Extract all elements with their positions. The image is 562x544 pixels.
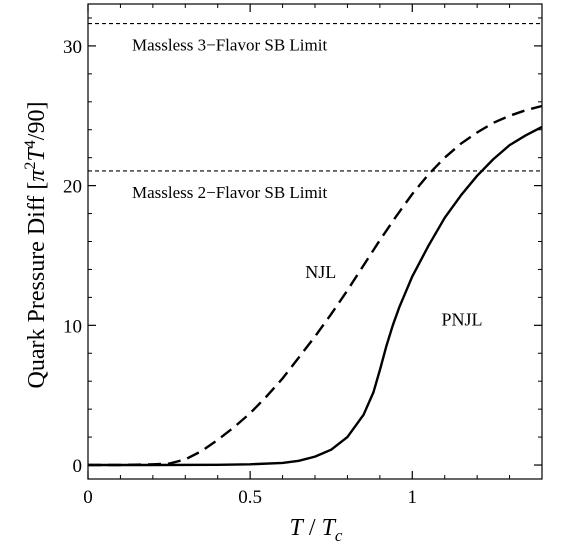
series-layer [88,104,543,467]
y-tick-label: 0 [73,456,83,477]
y-axis-label: Quark Pressure Diff [π2T4/90] [22,102,50,389]
x-axis-label: T / Tc [290,515,343,544]
annotations: NJL PNJL [305,262,482,330]
y-tick-label: 20 [63,177,82,198]
series-njl-line [88,104,543,467]
annotation-njl: NJL [305,262,336,282]
sb-limit-label-2: Massless 2−Flavor SB Limit [132,183,327,202]
plot-frame [87,3,543,480]
series-pnjl-line [88,125,543,467]
sb-limit-label-1: Massless 3−Flavor SB Limit [132,36,327,55]
y-tick-label: 10 [63,316,82,337]
x-tick-label: 1 [408,487,418,508]
annotation-pnjl: PNJL [441,309,482,329]
y-tick-label: 30 [63,37,82,58]
x-tick-label: 0 [83,487,93,508]
reference-lines: Massless 3−Flavor SB Limit Massless 2−Fla… [88,23,542,202]
x-tick-label: 0.5 [238,487,262,508]
